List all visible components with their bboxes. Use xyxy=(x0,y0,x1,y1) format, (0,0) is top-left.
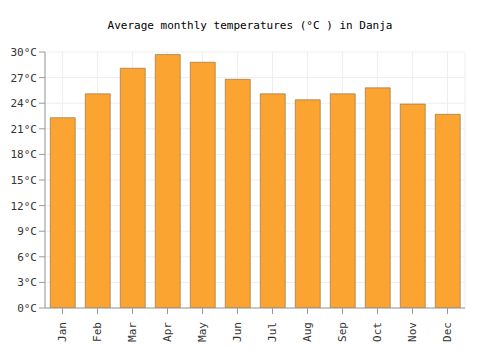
html-text:Average monthly temperatures (: Average monthly temperatures (°C ) in Da… xyxy=(107,19,393,32)
svg-text:9°C: 9°C xyxy=(17,225,37,238)
svg-text:Mar: Mar xyxy=(126,322,139,342)
svg-text:May: May xyxy=(196,322,209,342)
svg-text:0°C: 0°C xyxy=(17,302,37,315)
svg-text:Aug: Aug xyxy=(301,322,314,342)
svg-text:6°C: 6°C xyxy=(17,251,37,264)
svg-text:18°C: 18°C xyxy=(11,148,38,161)
svg-text:15°C: 15°C xyxy=(11,174,38,187)
svg-text:24°C: 24°C xyxy=(11,97,38,110)
svg-text:Jul: Jul xyxy=(266,322,279,342)
svg-text:Jan: Jan xyxy=(56,322,69,342)
svg-text:27°C: 27°C xyxy=(11,72,38,85)
svg-text:Dec: Dec xyxy=(441,322,454,342)
svg-text:12°C: 12°C xyxy=(11,200,38,213)
svg-text:Sep: Sep xyxy=(336,322,349,342)
svg-text:Feb: Feb xyxy=(91,322,104,342)
svg-text:Nov: Nov xyxy=(406,322,419,342)
svg-text:30°C: 30°C xyxy=(11,46,38,59)
svg-text:Apr: Apr xyxy=(161,322,174,342)
svg-text:Oct: Oct xyxy=(371,322,384,342)
svg-text:Jun: Jun xyxy=(231,322,244,342)
svg-text:3°C: 3°C xyxy=(17,276,37,289)
svg-text:21°C: 21°C xyxy=(11,123,38,136)
